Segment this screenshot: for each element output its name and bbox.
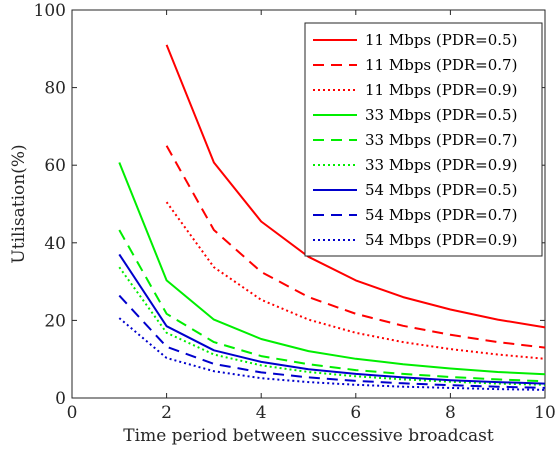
x-tick-label: 0 [67,403,78,423]
y-axis-label: Utilisation(%) [9,144,29,263]
series-line-3 [165,201,546,360]
series-line-9 [118,317,546,391]
series-line-8 [118,294,546,389]
legend-entry-label: 33 Mbps (PDR=0.7) [365,131,517,149]
y-tick-label: 100 [34,1,66,21]
y-tick-label: 60 [44,156,66,176]
legend-entry-label: 33 Mbps (PDR=0.5) [365,106,517,124]
series-line-7 [118,253,546,385]
x-tick-label: 4 [256,403,267,423]
series-line-6 [118,266,546,386]
y-tick-label: 0 [55,389,66,409]
x-tick-label: 2 [161,403,172,423]
legend-entry-label: 11 Mbps (PDR=0.7) [365,56,517,74]
x-tick-label: 10 [534,403,556,423]
legend-entry-label: 33 Mbps (PDR=0.9) [365,156,517,174]
series-line-5 [118,229,546,383]
x-axis-label: Time period between successive broadcast [123,426,494,446]
y-tick-label: 20 [44,311,66,331]
series-line-4 [118,162,546,376]
series-line-2 [165,145,546,349]
x-tick-label: 8 [445,403,456,423]
legend-box [304,22,543,257]
legend-entry-label: 11 Mbps (PDR=0.9) [365,81,517,99]
legend-entry-label: 54 Mbps (PDR=0.9) [365,231,517,249]
y-tick-label: 80 [44,79,66,99]
legend-entry-label: 54 Mbps (PDR=0.7) [365,206,517,224]
x-tick-label: 6 [350,403,361,423]
legend-entry-label: 54 Mbps (PDR=0.5) [365,181,517,199]
legend-entry-label: 11 Mbps (PDR=0.5) [365,31,517,49]
legend: 11 Mbps (PDR=0.5) 11 Mbps (PDR=0.7) 11 Mbp… [304,22,543,257]
y-tick-label: 40 [44,234,66,254]
series-lines [118,44,546,391]
series-line-1 [165,44,546,329]
